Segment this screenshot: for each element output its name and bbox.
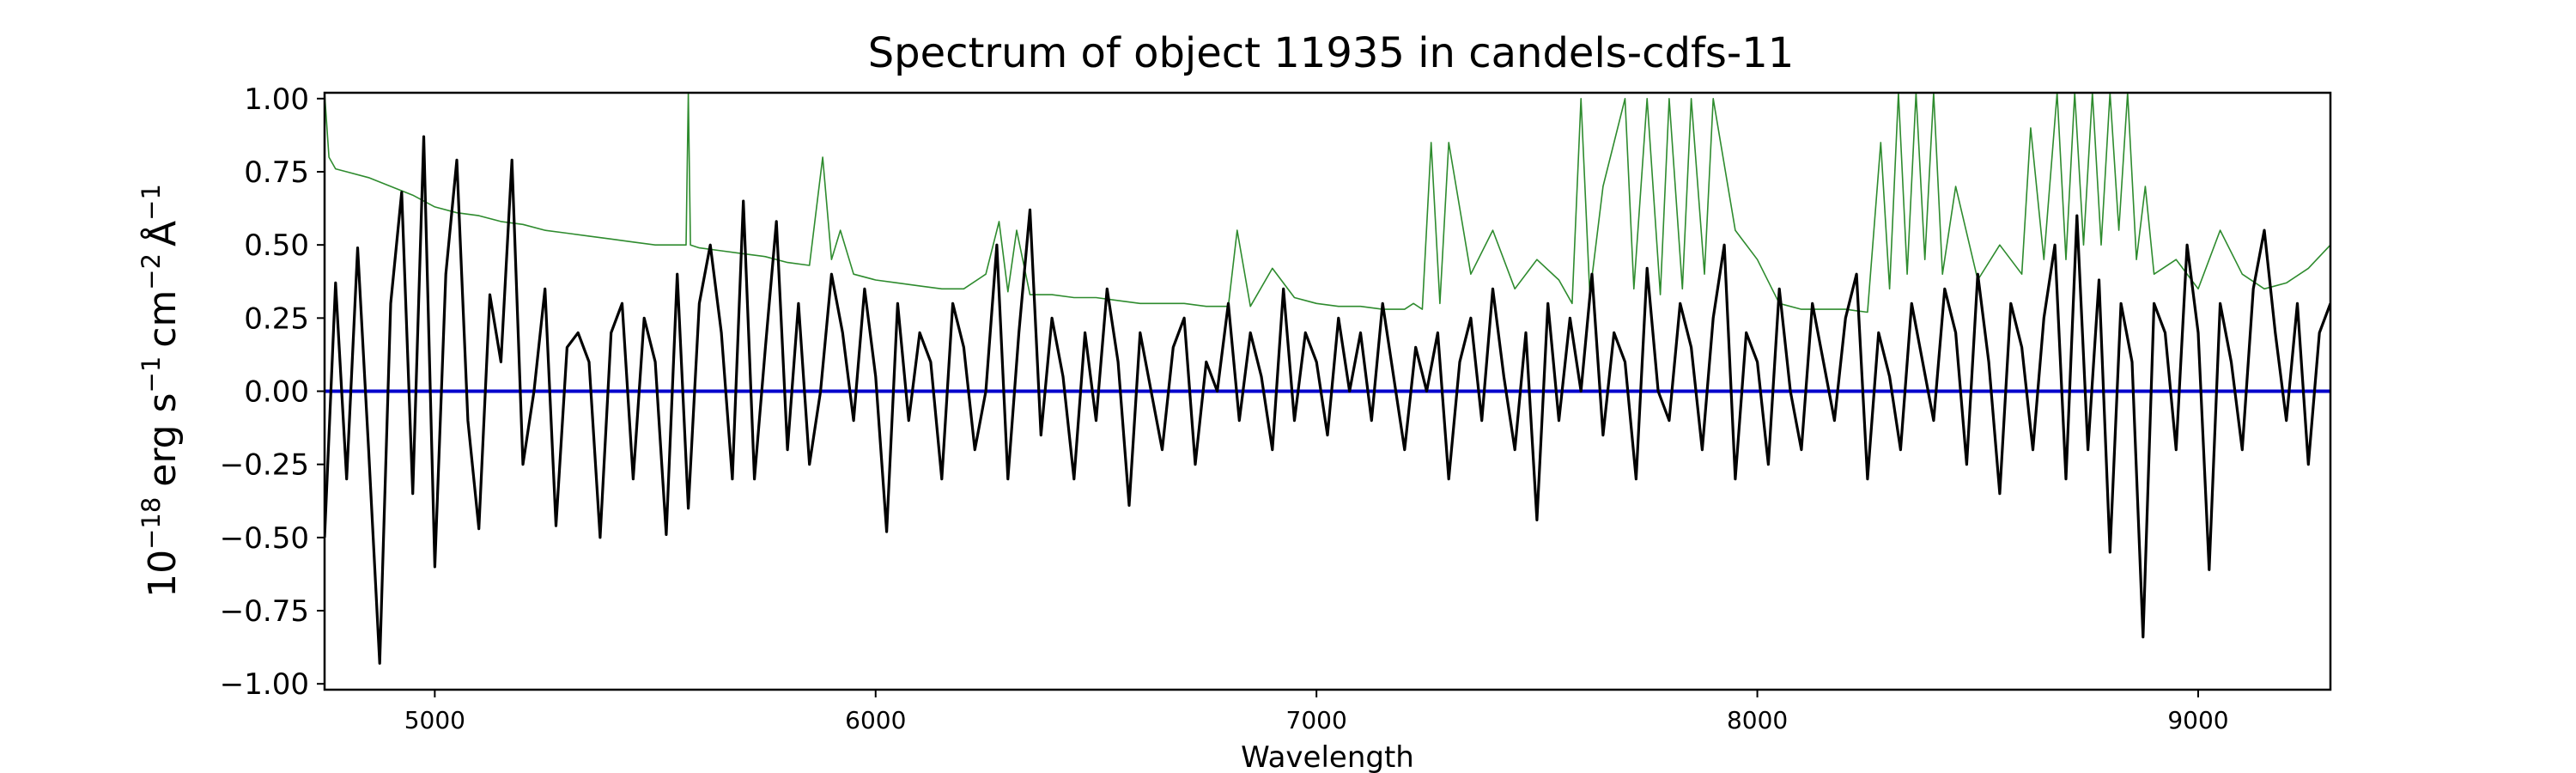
y-label-ang: Å [139, 221, 185, 247]
chart-title: Spectrum of object 11935 in candels-cdfs… [868, 29, 1795, 77]
y-axis: 1.00 0.75 0.50 0.25 0.00 −0.25 −0.50 −0.75 −1.00 [220, 82, 325, 702]
x-tick-label: 9000 [2167, 706, 2228, 734]
y-label-exp: −18 [137, 497, 166, 550]
y-axis-label: 10−18erg s−1cm−2Å−1 [137, 184, 185, 598]
x-axis-label: Wavelength [1241, 740, 1414, 773]
plot-area [323, 91, 2332, 691]
y-tick-label: 0.00 [244, 375, 309, 410]
y-label-cm-exp: −2 [137, 253, 166, 290]
y-tick-label: −0.50 [220, 521, 309, 556]
series-layer [325, 93, 2330, 665]
svg-text:10−18erg s−1cm−2Å−1: 10−18erg s−1cm−2Å−1 [137, 184, 185, 598]
y-tick-label: −0.25 [220, 448, 309, 483]
x-tick-label: 6000 [845, 706, 906, 734]
y-tick-label: 0.50 [244, 228, 309, 263]
error-series-line [325, 93, 2330, 313]
y-tick-label: −0.75 [220, 594, 309, 629]
y-tick-label: −1.00 [220, 667, 309, 702]
x-tick-label: 5000 [404, 706, 465, 734]
y-label-ang-exp: −1 [137, 184, 166, 221]
y-label-erg: erg s [141, 393, 185, 486]
y-tick-label: 0.25 [244, 301, 309, 336]
x-tick-label: 7000 [1286, 706, 1347, 734]
x-tick-label: 8000 [1727, 706, 1788, 734]
flux-series-line [325, 135, 2330, 665]
y-tick-label: 0.75 [244, 155, 309, 190]
y-tick-label: 1.00 [244, 82, 309, 117]
y-label-cm: cm [141, 290, 185, 348]
y-label-s-exp: −1 [137, 356, 166, 393]
x-axis: 5000 6000 7000 8000 9000 [404, 690, 2229, 734]
y-label-base: 10 [141, 550, 185, 598]
